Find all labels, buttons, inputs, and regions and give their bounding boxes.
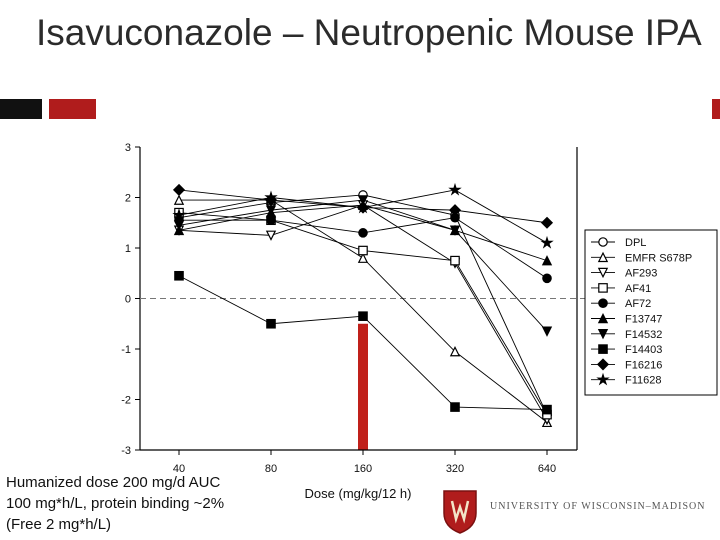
data-point	[357, 252, 369, 263]
series-f14403	[174, 270, 552, 415]
legend-label: AF293	[625, 268, 657, 280]
data-point	[540, 235, 554, 249]
x-tick-label: 160	[354, 463, 372, 475]
data-point	[172, 183, 186, 196]
data-point	[597, 329, 609, 340]
data-point	[358, 228, 368, 238]
legend-item: AF72	[591, 298, 651, 310]
slide-title: Isavuconazole – Neutropenic Mouse IPA	[36, 12, 702, 53]
y-tick-label: -2	[121, 395, 131, 407]
data-point	[265, 230, 277, 241]
y-tick-label: -3	[121, 445, 131, 457]
footnote-line-3: (Free 2 mg*h/L)	[6, 516, 112, 533]
data-point	[174, 270, 184, 281]
university-crest-logo	[443, 490, 477, 534]
legend-item: F14403	[591, 344, 662, 356]
data-point	[542, 273, 552, 284]
data-point	[449, 225, 461, 236]
data-point	[542, 404, 552, 415]
series-f14532	[173, 195, 553, 337]
legend-item: DPL	[591, 237, 646, 249]
legend-item: AF293	[591, 268, 657, 280]
x-tick-label: 320	[446, 463, 464, 475]
accent-bar-right	[712, 99, 720, 119]
data-point	[597, 312, 609, 324]
accent-bar-red	[49, 99, 96, 119]
x-axis-title: Dose (mg/kg/12 h)	[305, 486, 412, 501]
legend-item: EMFR S678P	[591, 251, 692, 264]
data-point	[172, 208, 186, 221]
data-point	[449, 345, 461, 357]
data-point	[596, 372, 610, 386]
y-tick-label: 0	[125, 294, 131, 306]
data-point	[598, 237, 608, 247]
data-point	[450, 402, 460, 412]
university-name: UNIVERSITY OF WISCONSIN–MADISON	[490, 501, 706, 512]
highlight-bar	[358, 323, 368, 450]
footnote-line-2: 100 mg*h/L, protein binding ~2%	[6, 495, 225, 512]
legend-label: EMFR S678P	[625, 252, 692, 264]
data-point	[541, 326, 553, 337]
legend-item: AF41	[591, 283, 651, 295]
data-point	[173, 220, 185, 231]
x-tick-label: 40	[173, 463, 185, 475]
data-point	[357, 195, 369, 206]
legend-label: F16216	[625, 359, 662, 371]
data-point	[598, 344, 608, 354]
data-point	[540, 216, 554, 229]
y-tick-label: -1	[121, 344, 131, 356]
x-tick-label: 80	[265, 463, 277, 475]
legend-label: AF72	[625, 298, 651, 310]
data-point	[448, 182, 462, 196]
legend-label: AF41	[625, 283, 651, 295]
y-tick-label: 1	[125, 243, 131, 255]
data-point	[597, 251, 609, 263]
data-point	[597, 267, 609, 279]
data-point	[264, 190, 278, 204]
data-point	[358, 245, 368, 256]
footnote: Humanized dose 200 mg/d AUC 100 mg*h/L, …	[6, 472, 296, 535]
data-point	[173, 194, 185, 205]
legend-item: F11628	[591, 372, 662, 387]
legend-item: F14532	[591, 329, 662, 341]
legend-label: DPL	[625, 237, 646, 249]
series-f11628	[172, 182, 554, 249]
data-point	[448, 204, 462, 217]
legend-label: F13747	[625, 314, 662, 326]
legend-label: F14403	[625, 344, 662, 356]
legend-item: F16216	[591, 358, 662, 371]
legend-label: F14532	[625, 329, 662, 341]
y-tick-label: 2	[125, 193, 131, 205]
data-point	[450, 255, 460, 266]
legend-item: F13747	[591, 312, 662, 326]
x-tick-label: 640	[538, 463, 556, 475]
legend-label: F11628	[625, 375, 662, 387]
data-point	[358, 311, 368, 321]
accent-bar-black	[0, 99, 42, 119]
y-tick-label: 3	[125, 142, 131, 154]
data-point	[541, 255, 553, 266]
data-point	[598, 298, 608, 308]
data-point	[598, 283, 608, 293]
data-point	[356, 200, 370, 214]
data-point	[266, 318, 276, 329]
data-point	[596, 358, 610, 371]
footnote-line-1: Humanized dose 200 mg/d AUC	[6, 474, 221, 491]
